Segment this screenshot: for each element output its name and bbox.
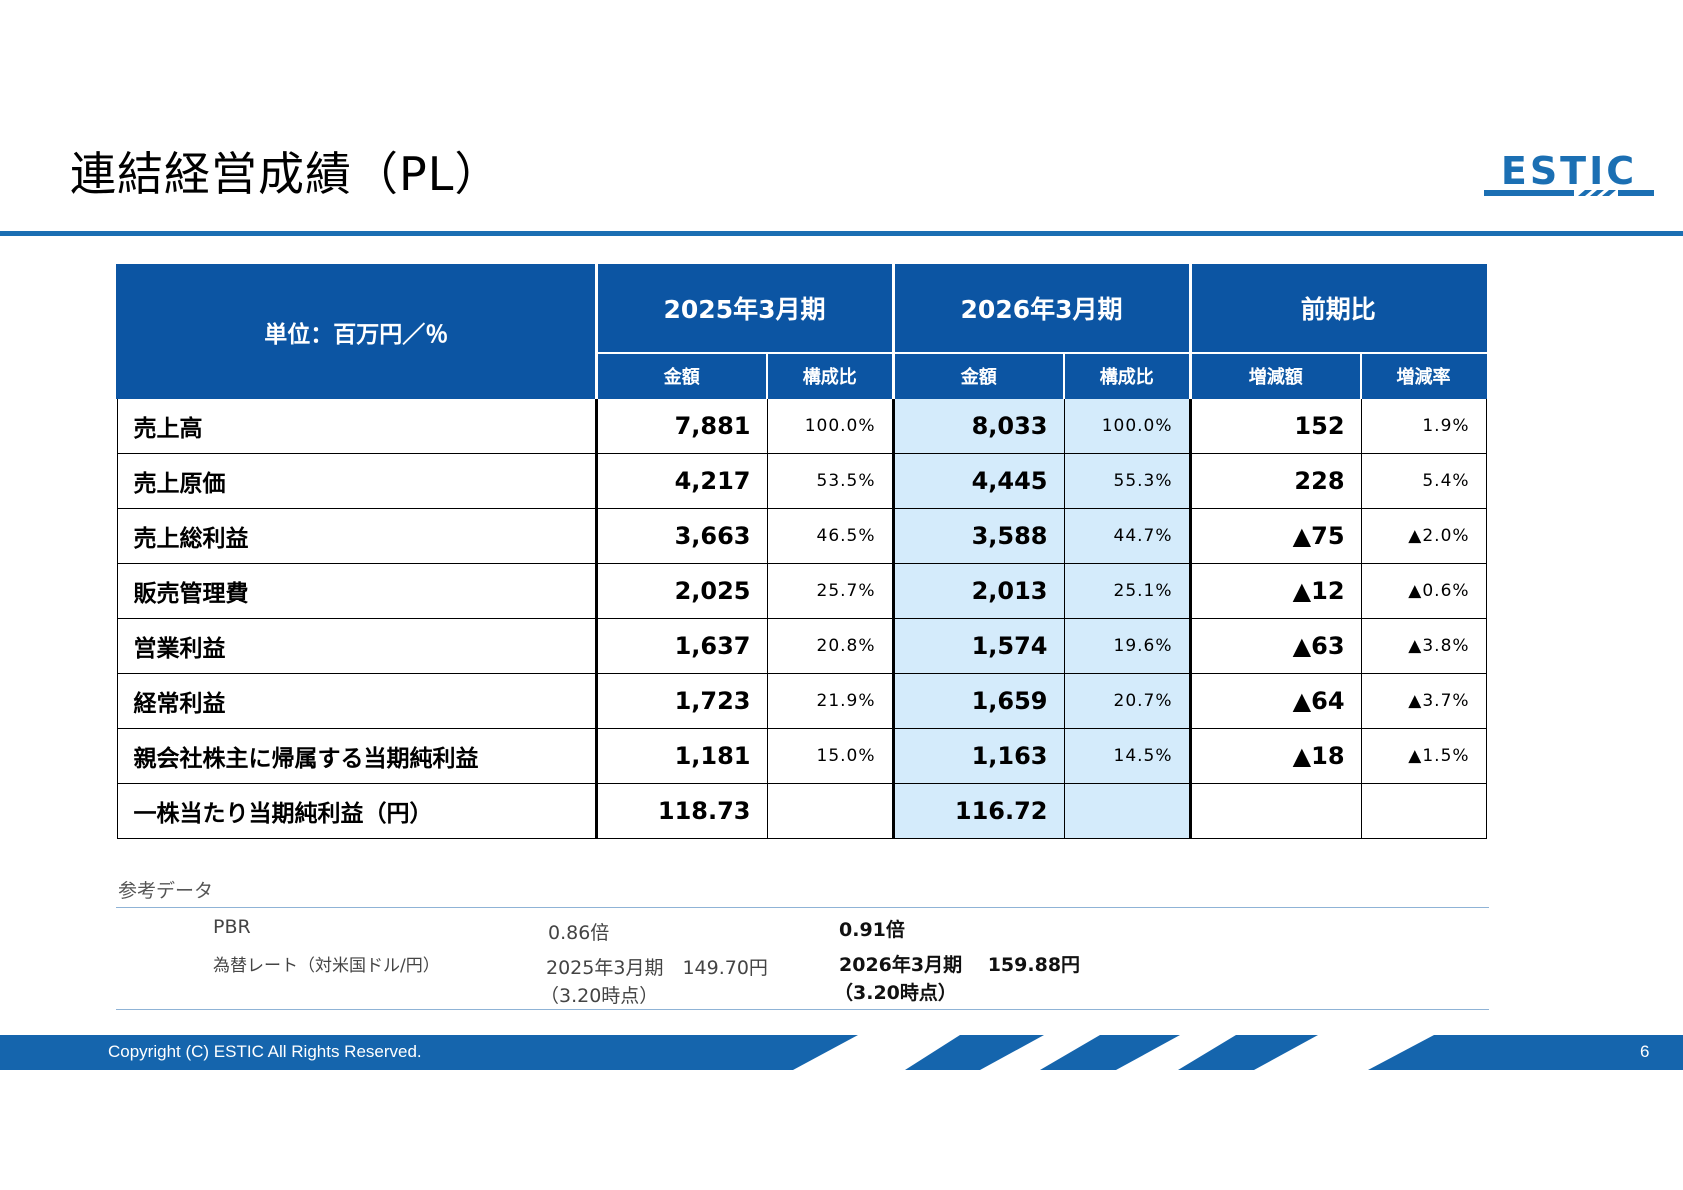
table-row: 一株当たり当期純利益（円） 118.73 116.72 [116, 783, 1487, 839]
reference-divider-bottom [116, 1009, 1489, 1010]
amount-2025: 3,663 [594, 508, 768, 564]
copyright-text: Copyright (C) ESTIC All Rights Reserved. [108, 1042, 422, 1061]
change-rate: ▲3.7% [1360, 673, 1487, 729]
table-row: 売上原価 4,217 53.5% 4,445 55.3% 228 5.4% [116, 453, 1487, 509]
amount-2025: 2,025 [594, 563, 768, 619]
table-row: 経常利益 1,723 21.9% 1,659 20.7% ▲64 ▲3.7% [116, 673, 1487, 729]
change-rate: ▲1.5% [1360, 728, 1487, 784]
fx-2025: 2025年3月期 149.70円 [546, 957, 768, 979]
change-amount: ▲64 [1188, 673, 1362, 729]
fx-2026: 2026年3月期 159.88円 [839, 954, 1081, 976]
change-amount: 152 [1188, 398, 1362, 454]
amount-2026: 2,013 [891, 563, 1065, 619]
change-amount [1188, 783, 1362, 839]
header-fy2026: 2026年3月期 [891, 264, 1192, 354]
header-yoy: 前期比 [1188, 264, 1488, 354]
table-row: 販売管理費 2,025 25.7% 2,013 25.1% ▲12 ▲0.6% [116, 563, 1487, 619]
reference-title: 参考データ [118, 880, 214, 902]
subheader-ratio: 構成比 [765, 352, 895, 399]
subheader-amount: 金額 [891, 352, 1066, 399]
change-rate: ▲0.6% [1360, 563, 1487, 619]
subheader-change: 増減額 [1188, 352, 1363, 399]
amount-2025: 1,181 [594, 728, 768, 784]
title-divider [0, 231, 1683, 236]
row-label: 親会社株主に帰属する当期純利益 [116, 728, 597, 784]
ratio-2025: 46.5% [766, 508, 894, 564]
ratio-2025: 15.0% [766, 728, 894, 784]
change-amount: ▲18 [1188, 728, 1362, 784]
change-amount: ▲12 [1188, 563, 1362, 619]
ratio-2026: 20.7% [1063, 673, 1191, 729]
row-label: 販売管理費 [116, 563, 597, 619]
table-row: 営業利益 1,637 20.8% 1,574 19.6% ▲63 ▲3.8% [116, 618, 1487, 674]
amount-2025: 4,217 [594, 453, 768, 509]
pbr-label: PBR [213, 916, 251, 938]
row-label: 売上総利益 [116, 508, 597, 564]
ratio-2026 [1063, 783, 1191, 839]
header-fy2025: 2025年3月期 [594, 264, 895, 354]
unit-header: 単位：百万円／％ [116, 264, 597, 399]
change-amount: 228 [1188, 453, 1362, 509]
amount-2026: 1,163 [891, 728, 1065, 784]
row-label: 営業利益 [116, 618, 597, 674]
fx-label: 為替レート（対米国ドル/円） [213, 956, 440, 976]
ratio-2026: 14.5% [1063, 728, 1191, 784]
ratio-2026: 19.6% [1063, 618, 1191, 674]
amount-2026: 3,588 [891, 508, 1065, 564]
change-rate: ▲2.0% [1360, 508, 1487, 564]
amount-2025: 1,637 [594, 618, 768, 674]
footer-bar [0, 1035, 1683, 1070]
amount-2025: 1,723 [594, 673, 768, 729]
change-rate: ▲3.8% [1360, 618, 1487, 674]
table-row: 売上総利益 3,663 46.5% 3,588 44.7% ▲75 ▲2.0% [116, 508, 1487, 564]
subheader-amount: 金額 [594, 352, 768, 399]
ratio-2026: 25.1% [1063, 563, 1191, 619]
change-amount: ▲75 [1188, 508, 1362, 564]
pbr-2025: 0.86倍 [548, 922, 610, 944]
page-number: 6 [1640, 1042, 1650, 1061]
ratio-2025: 21.9% [766, 673, 894, 729]
ratio-2025: 100.0% [766, 398, 894, 454]
change-amount: ▲63 [1188, 618, 1362, 674]
row-label: 売上原価 [116, 453, 597, 509]
amount-2026: 4,445 [891, 453, 1065, 509]
ratio-2026: 55.3% [1063, 453, 1191, 509]
table-row: 売上高 7,881 100.0% 8,033 100.0% 152 1.9% [116, 398, 1487, 454]
ratio-2025 [766, 783, 894, 839]
ratio-2025: 53.5% [766, 453, 894, 509]
fx-2026-date: （3.20時点） [834, 982, 957, 1004]
reference-divider-top [116, 907, 1489, 908]
row-label: 一株当たり当期純利益（円） [116, 783, 597, 839]
change-rate [1360, 783, 1487, 839]
change-rate: 5.4% [1360, 453, 1487, 509]
subheader-change-rate: 増減率 [1360, 352, 1488, 399]
change-rate: 1.9% [1360, 398, 1487, 454]
fx-2025-date: （3.20時点） [540, 985, 659, 1007]
amount-2026: 1,574 [891, 618, 1065, 674]
amount-2026: 8,033 [891, 398, 1065, 454]
pbr-2026: 0.91倍 [839, 919, 905, 941]
subheader-ratio: 構成比 [1063, 352, 1192, 399]
amount-2025: 7,881 [594, 398, 768, 454]
ratio-2026: 44.7% [1063, 508, 1191, 564]
svg-text:ESTIC: ESTIC [1501, 152, 1637, 193]
ratio-2025: 25.7% [766, 563, 894, 619]
row-label: 売上高 [116, 398, 597, 454]
estic-logo: ESTIC [1484, 152, 1654, 196]
page-title: 連結経営成績（PL） [70, 147, 502, 201]
table-row: 親会社株主に帰属する当期純利益 1,181 15.0% 1,163 14.5% … [116, 728, 1487, 784]
amount-2025: 118.73 [594, 783, 768, 839]
ratio-2025: 20.8% [766, 618, 894, 674]
amount-2026: 1,659 [891, 673, 1065, 729]
ratio-2026: 100.0% [1063, 398, 1191, 454]
pl-table: 単位：百万円／％ 2025年3月期 2026年3月期 前期比 金額 構成比 金額… [116, 264, 1488, 839]
row-label: 経常利益 [116, 673, 597, 729]
amount-2026: 116.72 [891, 783, 1065, 839]
